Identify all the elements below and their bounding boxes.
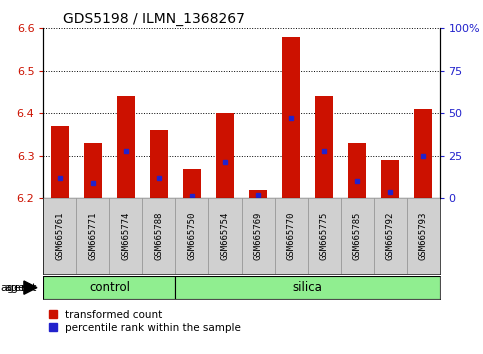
Bar: [315, 96, 333, 198]
Text: GSM665769: GSM665769: [254, 212, 262, 261]
Bar: [43, 276, 175, 299]
Text: agent: agent: [5, 282, 37, 293]
Bar: [373, 198, 407, 274]
Bar: [348, 143, 366, 198]
Bar: [341, 198, 373, 274]
Bar: [110, 198, 142, 274]
Polygon shape: [24, 281, 37, 294]
Text: GSM665788: GSM665788: [155, 212, 163, 261]
Bar: [209, 198, 242, 274]
Legend: transformed count, percentile rank within the sample: transformed count, percentile rank withi…: [49, 310, 241, 333]
Text: GSM665754: GSM665754: [221, 212, 229, 261]
Bar: [51, 126, 69, 198]
Text: GSM665750: GSM665750: [187, 212, 197, 261]
Bar: [175, 198, 209, 274]
Text: GSM665785: GSM665785: [353, 212, 361, 261]
Bar: [183, 169, 201, 198]
Bar: [282, 37, 300, 198]
Bar: [142, 198, 175, 274]
Bar: [249, 190, 267, 198]
Text: GDS5198 / ILMN_1368267: GDS5198 / ILMN_1368267: [63, 12, 245, 26]
Bar: [242, 198, 274, 274]
Bar: [407, 198, 440, 274]
Bar: [414, 109, 432, 198]
Bar: [150, 130, 168, 198]
Bar: [274, 198, 308, 274]
Text: GSM665770: GSM665770: [286, 212, 296, 261]
Text: silica: silica: [293, 281, 323, 294]
Text: GSM665793: GSM665793: [419, 212, 427, 261]
Text: GSM665792: GSM665792: [385, 212, 395, 261]
Bar: [117, 96, 135, 198]
Bar: [84, 143, 102, 198]
Bar: [308, 198, 341, 274]
Text: agent: agent: [1, 282, 33, 293]
Text: control: control: [89, 281, 130, 294]
Text: GSM665761: GSM665761: [56, 212, 64, 261]
Text: GSM665774: GSM665774: [122, 212, 130, 261]
Bar: [381, 160, 399, 198]
Bar: [43, 198, 76, 274]
Text: GSM665775: GSM665775: [320, 212, 328, 261]
Bar: [76, 198, 110, 274]
Text: GSM665771: GSM665771: [88, 212, 98, 261]
Bar: [175, 276, 440, 299]
Bar: [216, 113, 234, 198]
